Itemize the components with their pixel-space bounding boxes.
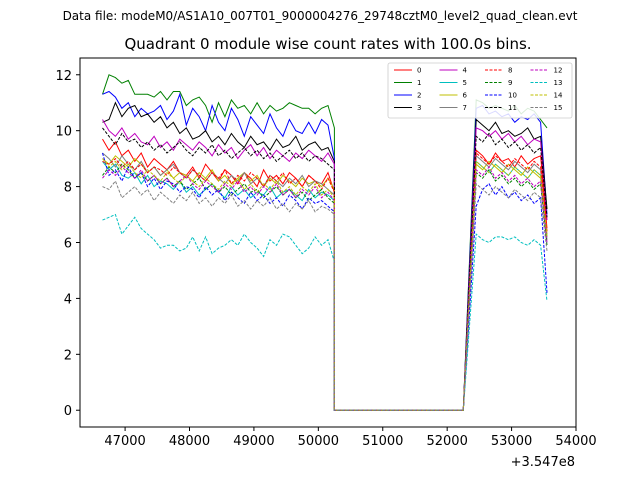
legend-label-14: 14 [554, 92, 563, 100]
y-tick-label: 8 [64, 181, 72, 196]
chart-title: Quadrant 0 module wise count rates with … [124, 35, 531, 53]
series-line-11 [102, 127, 548, 411]
y-tick-label: 10 [55, 125, 72, 140]
legend-label-15: 15 [554, 104, 563, 112]
legend-label-13: 13 [554, 79, 563, 87]
legend-label-1: 1 [417, 79, 421, 87]
y-tick-label: 12 [55, 69, 72, 84]
legend-label-9: 9 [508, 79, 512, 87]
legend-label-12: 12 [554, 67, 563, 75]
x-tick-label: 53000 [491, 434, 532, 449]
series-line-14 [102, 158, 548, 411]
chart-suptitle: Data file: modeM0/AS1A10_007T01_90000042… [63, 9, 578, 23]
series-line-15 [102, 179, 548, 411]
legend-label-2: 2 [417, 92, 421, 100]
legend-label-11: 11 [508, 104, 517, 112]
legend-label-6: 6 [463, 92, 468, 100]
x-tick-label: 48000 [169, 434, 210, 449]
legend-label-3: 3 [417, 104, 421, 112]
legend-box [387, 62, 573, 119]
x-axis-offset-label: +3.547e8 [511, 455, 575, 470]
y-tick-label: 6 [64, 237, 72, 252]
x-tick-label: 52000 [426, 434, 467, 449]
legend-label-8: 8 [508, 67, 512, 75]
series-layer [102, 74, 548, 411]
axes-layer: 47000 48000 49000 50000 51000 52000 53000 54000… [55, 57, 597, 449]
legend-label-0: 0 [417, 67, 421, 75]
x-tick-label: 49000 [233, 434, 274, 449]
x-tick-label: 51000 [362, 434, 403, 449]
x-tick-label: 54000 [555, 434, 596, 449]
y-tick-label: 4 [64, 292, 72, 307]
y-tick-label: 0 [64, 404, 72, 419]
x-tick-label: 50000 [298, 434, 339, 449]
y-tick-label: 2 [64, 348, 72, 363]
legend-label-10: 10 [508, 92, 517, 100]
legend-label-4: 4 [463, 67, 468, 75]
series-line-10 [102, 152, 548, 411]
x-tick-label: 47000 [104, 434, 145, 449]
legend-label-5: 5 [463, 79, 467, 87]
series-line-13 [102, 213, 548, 411]
legend-label-7: 7 [463, 104, 467, 112]
